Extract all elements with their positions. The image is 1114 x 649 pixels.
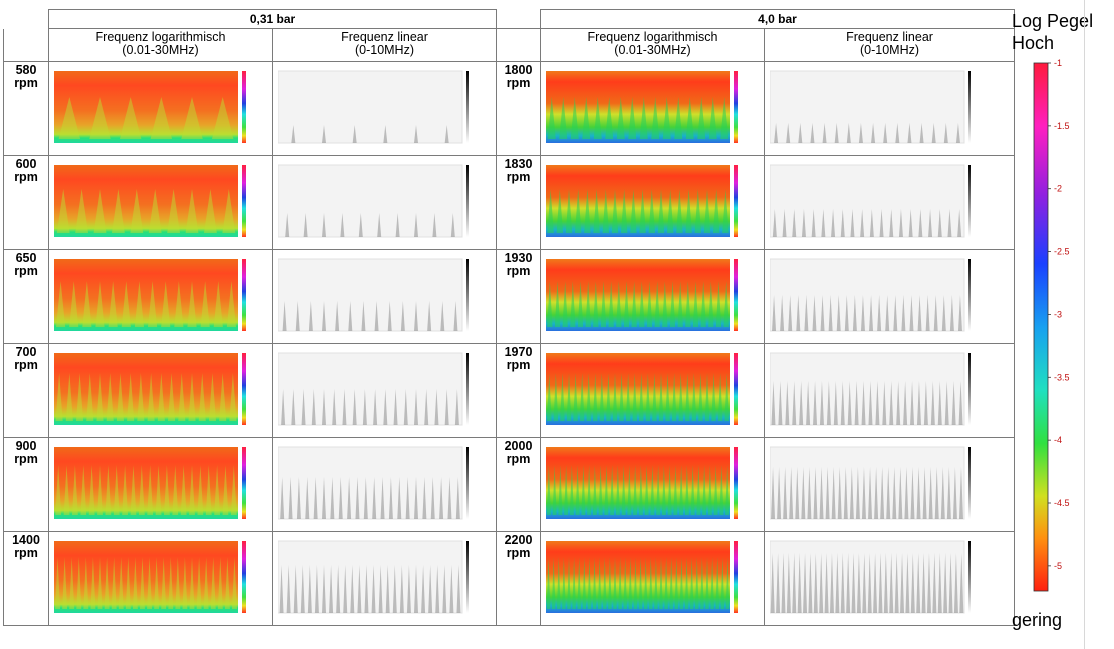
spectrogram-table: 0,31 bar 4,0 bar Frequenz logarithmisch(…	[3, 9, 1016, 626]
column-header-linear: Frequenz linear (0-10MHz)	[763, 28, 1016, 62]
rpm-label: 1930 rpm	[496, 249, 541, 344]
column-header-log: Frequenz logarithmisch (0.01-30MHz)	[48, 28, 273, 62]
linear-spectrogram-image	[770, 446, 971, 520]
rpm-label: 2000 rpm	[496, 437, 541, 532]
linear-spectrogram-image	[278, 164, 469, 238]
log-spectrogram-image	[54, 165, 246, 237]
rpm-label: 2200 rpm	[496, 531, 541, 626]
colorbar-tick-label: -2	[1054, 184, 1062, 194]
linear-spectrogram-image	[278, 258, 469, 332]
column-header-log: Frequenz logarithmisch (0.01-30MHz)	[540, 28, 765, 62]
colorbar-low-label: gering	[1012, 610, 1063, 630]
colorbar-tick-label: -2.5	[1054, 247, 1070, 257]
table-row: 580 rpm 1800 rpm	[3, 61, 1016, 156]
log-spectrogram-image	[546, 71, 738, 143]
table-row: 900 rpm 2000 rpm	[3, 437, 1016, 532]
log-spectrogram-image	[54, 447, 246, 519]
colorbar-tick-label: -1	[1054, 58, 1062, 68]
rpm-label: 650 rpm	[3, 249, 49, 344]
rpm-label: 1800 rpm	[496, 61, 541, 156]
linear-spectrogram-image	[278, 70, 469, 144]
colorbar-tick-label: -4	[1054, 435, 1062, 445]
log-spectrogram-image	[54, 259, 246, 331]
rpm-label: 700 rpm	[3, 343, 49, 438]
log-spectrogram-image	[546, 353, 738, 425]
colorbar-legend: Log Pegel Hoch -1 -1.5 -2 -2.5 -3 -3.5 -4 -4.5 -5…	[1012, 0, 1114, 649]
rpm-label: 1830 rpm	[496, 155, 541, 250]
rpm-label: 1970 rpm	[496, 343, 541, 438]
linear-spectrogram-image	[770, 258, 971, 332]
log-spectrogram-image	[546, 165, 738, 237]
colorbar-tick-label: -4.5	[1054, 498, 1070, 508]
colorbar-tick-label: -5	[1054, 561, 1062, 571]
linear-spectrogram-image	[770, 70, 971, 144]
divider	[1084, 0, 1085, 649]
log-spectrogram-image	[54, 353, 246, 425]
linear-spectrogram-image	[278, 352, 469, 426]
log-spectrogram-image	[54, 71, 246, 143]
log-spectrogram-image	[546, 541, 738, 613]
rpm-label: 900 rpm	[3, 437, 49, 532]
log-spectrogram-image	[546, 259, 738, 331]
linear-spectrogram-image	[770, 540, 971, 614]
group-header-right: 4,0 bar	[539, 9, 1016, 29]
column-header-linear: Frequenz linear (0-10MHz)	[272, 28, 497, 62]
colorbar-gradient	[1033, 62, 1049, 592]
rpm-label: 580 rpm	[3, 61, 49, 156]
log-spectrogram-image	[54, 541, 246, 613]
log-spectrogram-image	[546, 447, 738, 519]
rpm-label: 1400 rpm	[3, 531, 49, 626]
colorbar-tick-label: -3	[1054, 309, 1062, 319]
linear-spectrogram-image	[770, 352, 971, 426]
colorbar-tick-label: -3.5	[1054, 372, 1070, 382]
table-row: 1400 rpm 2200 rpm	[3, 531, 1016, 626]
rpm-label: 600 rpm	[3, 155, 49, 250]
linear-spectrogram-image	[278, 446, 469, 520]
colorbar-tick-label: -1.5	[1054, 121, 1070, 131]
colorbar: -1 -1.5 -2 -2.5 -3 -3.5 -4 -4.5 -5	[1033, 58, 1070, 592]
linear-spectrogram-image	[278, 540, 469, 614]
linear-spectrogram-image	[770, 164, 971, 238]
table-row: 650 rpm 1930 rpm	[3, 249, 1016, 344]
group-header-left: 0,31 bar	[48, 9, 497, 29]
colorbar-title: Log Pegel Hoch	[1012, 11, 1094, 53]
table-row: 600 rpm 1830 rpm	[3, 155, 1016, 250]
table-row: 700 rpm 1970 rpm	[3, 343, 1016, 438]
